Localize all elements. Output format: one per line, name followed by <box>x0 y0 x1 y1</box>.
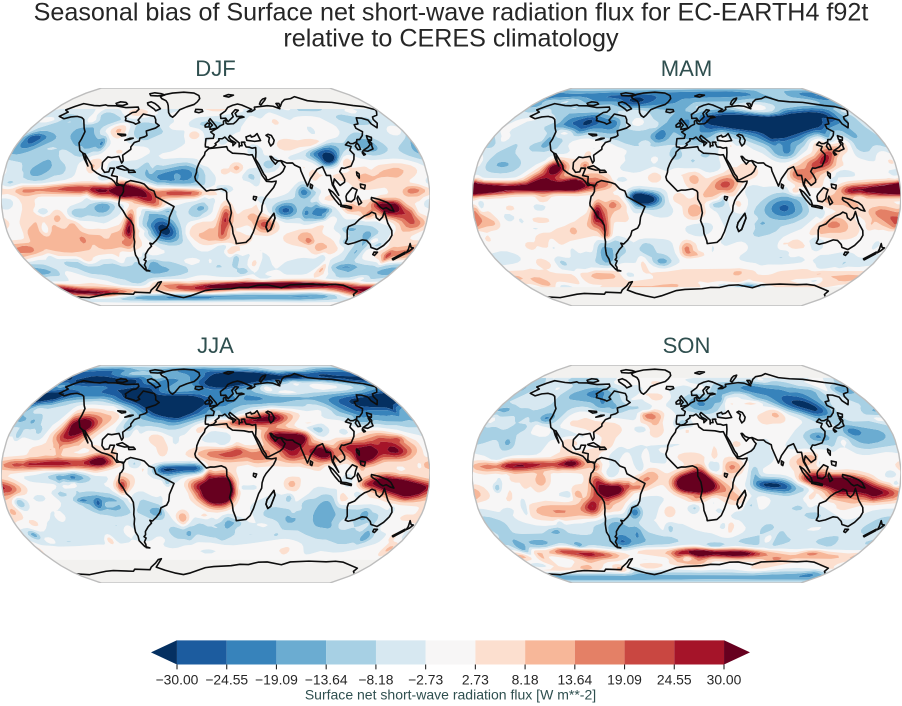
svg-text:−2.73: −2.73 <box>408 671 443 687</box>
svg-text:−24.55: −24.55 <box>205 671 248 687</box>
svg-text:DJF: DJF <box>195 56 235 81</box>
svg-text:13.64: 13.64 <box>557 671 592 687</box>
svg-text:MAM: MAM <box>661 56 713 81</box>
svg-text:Surface net short-wave radiati: Surface net short-wave radiation flux [W… <box>305 686 596 702</box>
svg-text:8.18: 8.18 <box>512 671 539 687</box>
svg-text:−19.09: −19.09 <box>255 671 298 687</box>
svg-text:2.73: 2.73 <box>462 671 489 687</box>
svg-text:SON: SON <box>663 333 711 358</box>
svg-text:−8.18: −8.18 <box>358 671 393 687</box>
svg-text:30.00: 30.00 <box>707 671 742 687</box>
svg-text:19.09: 19.09 <box>607 671 642 687</box>
svg-text:JJA: JJA <box>197 333 234 358</box>
svg-text:−30.00: −30.00 <box>156 671 199 687</box>
svg-text:relative to CERES climatology: relative to CERES climatology <box>283 24 619 52</box>
svg-text:Seasonal bias of Surface net s: Seasonal bias of Surface net short-wave … <box>34 0 869 27</box>
svg-text:−13.64: −13.64 <box>305 671 348 687</box>
svg-text:24.55: 24.55 <box>657 671 692 687</box>
